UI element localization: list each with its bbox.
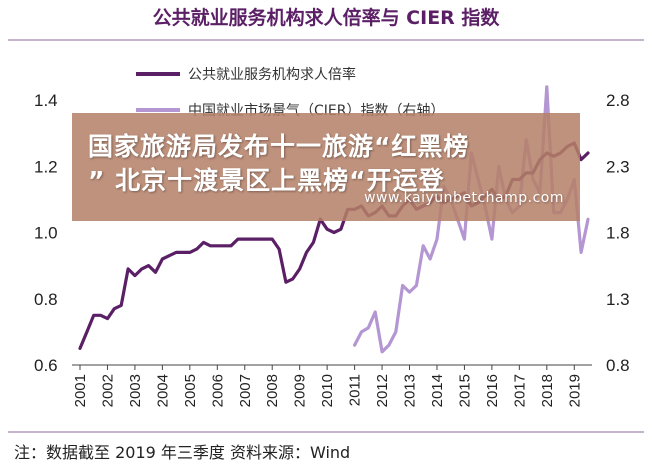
watermark-banner: 国家旅游局发布十一旅游“红黑榜 ” 北京十渡景区上黑榜“开运登 www.kaiy… <box>72 113 580 221</box>
x-tick-label: 2017 <box>511 374 528 407</box>
x-tick-label: 2015 <box>456 374 473 407</box>
x-tick-label: 2010 <box>319 374 336 407</box>
axes: 0.6 0.8 1.0 1.2 1.4 0.8 1.3 1.8 2.3 2.8 2001 2002 20… <box>34 91 630 407</box>
x-tick-label: 2004 <box>154 374 171 407</box>
x-tick-label: 2019 <box>566 374 583 407</box>
banner-headline-line1: 国家旅游局发布十一旅游“红黑榜 <box>88 132 470 161</box>
x-tick-label: 2007 <box>237 374 254 407</box>
x-tick-label: 2016 <box>484 374 501 407</box>
y-right-tick-label: 1.3 <box>606 290 630 309</box>
y-left-tick-label: 1.4 <box>34 91 58 110</box>
x-tick-label: 2012 <box>374 374 391 407</box>
x-tick-label: 2009 <box>292 374 309 407</box>
x-tick-label: 2002 <box>99 374 116 407</box>
banner-url[interactable]: www.kaiyunbetchamp.com <box>364 190 564 206</box>
x-tick-label: 2011 <box>347 374 364 406</box>
y-left-tick-label: 0.8 <box>34 290 58 309</box>
x-tick-label: 2014 <box>429 374 446 407</box>
y-left-tick-label: 1.0 <box>34 224 58 243</box>
legend-entry: 公共就业服务机构求人倍率 <box>188 66 356 83</box>
x-tick-label: 2008 <box>264 374 281 407</box>
y-right-tick-label: 2.8 <box>606 91 630 110</box>
x-tick-label: 2001 <box>72 374 89 407</box>
x-tick-label: 2005 <box>182 374 199 407</box>
x-tick-label: 2013 <box>402 374 419 407</box>
chart-title: 公共就业服务机构求人倍率与 CIER 指数 <box>153 6 501 29</box>
y-right-tick-label: 1.8 <box>606 224 630 243</box>
x-tick-label: 2003 <box>127 374 144 407</box>
x-tick-label: 2018 <box>539 374 556 407</box>
y-right-tick-label: 2.3 <box>606 157 630 176</box>
y-left-tick-label: 0.6 <box>34 356 58 375</box>
banner-headline-line2: ” 北京十渡景区上黑榜“开运登 <box>88 166 445 195</box>
chart-note: 注：数据截至 2019 年三季度 资料来源：Wind <box>14 443 350 462</box>
x-tick-label: 2006 <box>209 374 226 407</box>
y-right-tick-label: 0.8 <box>606 356 630 375</box>
y-left-tick-label: 1.2 <box>34 157 58 176</box>
